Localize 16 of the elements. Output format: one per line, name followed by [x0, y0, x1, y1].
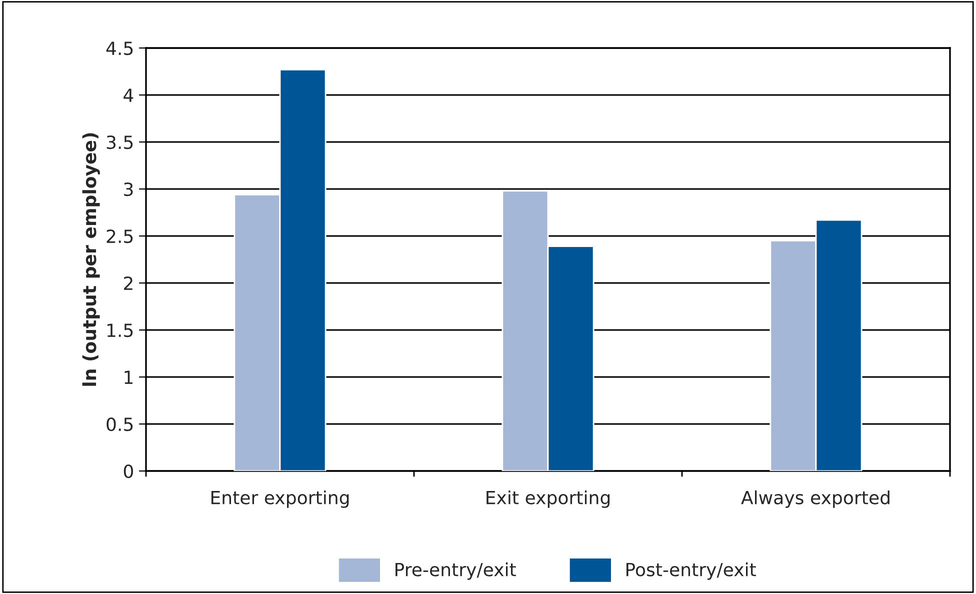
y-tick-label: 4.5 [106, 42, 133, 56]
y-tick-label: 2 [124, 276, 132, 290]
legend-label: Post-entry/exit [626, 562, 756, 580]
y-tick-label: 0 [124, 464, 133, 478]
y-tick-label: 0.5 [106, 417, 133, 432]
x-tick-label: Enter exporting [211, 490, 349, 508]
x-tick-label: Always exported [741, 490, 890, 508]
legend-label: Pre-entry/exit [396, 562, 516, 580]
y-tick-label: 1.5 [107, 324, 133, 338]
y-axis-title: ln (output per employee) [82, 133, 100, 386]
y-tick-label: 3 [124, 182, 133, 196]
y-tick-label: 4 [124, 88, 134, 102]
x-tick-label: Exit exporting [486, 490, 610, 508]
y-tick-label: 1 [124, 370, 133, 384]
y-tick-label: 3.5 [106, 135, 133, 150]
y-tick-label: 2.5 [106, 229, 133, 244]
